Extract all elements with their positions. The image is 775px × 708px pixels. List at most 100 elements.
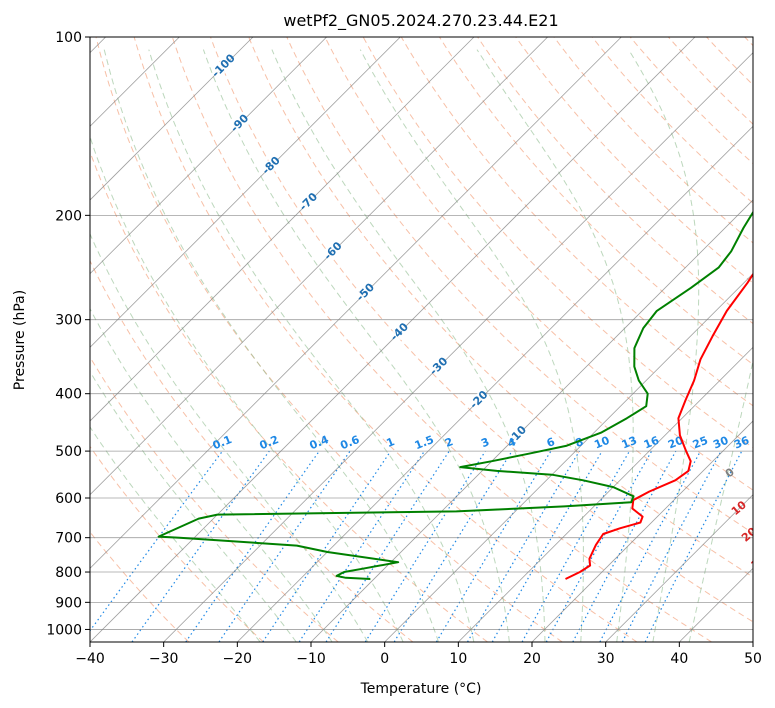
isotherm-line bbox=[90, 37, 327, 275]
y-tick-label: 500 bbox=[55, 444, 82, 460]
x-tick-label: −20 bbox=[223, 651, 253, 667]
isotherm-label-bg bbox=[298, 191, 320, 213]
dry-adiabat bbox=[400, 37, 753, 407]
plot-frame bbox=[89, 36, 754, 643]
moist-adiabat bbox=[628, 49, 700, 642]
moist-adiabat bbox=[90, 370, 297, 642]
dry-adiabat bbox=[591, 37, 753, 204]
moist-adiabat bbox=[202, 49, 510, 642]
isotherm-label-bg bbox=[389, 321, 411, 343]
isotherm-label-bg bbox=[507, 424, 529, 446]
x-tick-label: −40 bbox=[75, 651, 105, 667]
isotherm-line bbox=[531, 420, 753, 642]
temperature-profile bbox=[565, 272, 753, 580]
dry-adiabat bbox=[286, 37, 753, 534]
y-axis-ticks: 100 200 300 400 500 600 700 800 900 1000 bbox=[46, 30, 90, 638]
moist-adiabat bbox=[90, 135, 404, 642]
isotherm-label-bg bbox=[260, 155, 283, 177]
dry-adiabat bbox=[438, 37, 753, 366]
x-tick-label: 40 bbox=[670, 651, 688, 667]
mixing-ratio-label: 1 bbox=[385, 435, 397, 450]
isotherm-label-bg bbox=[229, 112, 251, 135]
mixing-ratio-line bbox=[393, 450, 513, 642]
y-tick-label: 300 bbox=[55, 313, 82, 329]
mixing-ratio-line bbox=[599, 450, 702, 642]
dry-adiabat bbox=[90, 259, 414, 642]
y-tick-label: 1000 bbox=[46, 622, 82, 638]
profile-lines bbox=[157, 210, 753, 580]
dry-adiabat bbox=[362, 37, 753, 449]
x-tick-label: 0 bbox=[380, 651, 389, 667]
isotherm-label-bg bbox=[213, 55, 235, 77]
isotherm-line bbox=[90, 37, 401, 348]
background-lines bbox=[90, 37, 753, 642]
dry-adiabat bbox=[629, 37, 753, 165]
isotherm-label-bg bbox=[355, 281, 377, 304]
isotherm-line bbox=[605, 494, 753, 642]
mixing-ratio-label: 30 bbox=[711, 434, 730, 452]
mixing-ratio-line bbox=[131, 450, 270, 642]
isotherm-line bbox=[90, 37, 254, 201]
mixing-ratio-line bbox=[435, 450, 552, 642]
mixing-ratio-line bbox=[185, 450, 320, 642]
moist-adiabat bbox=[271, 49, 546, 642]
x-axis-ticks: −40 −30 −20 −10 0 10 20 30 40 50 bbox=[75, 642, 762, 667]
isotherm-line bbox=[237, 125, 753, 642]
x-tick-label: −30 bbox=[149, 651, 179, 667]
mixing-ratio-label: 25 bbox=[691, 434, 710, 452]
moist-adiabat bbox=[359, 49, 584, 642]
mixing-ratio-line bbox=[491, 450, 603, 642]
y-tick-label: 800 bbox=[55, 565, 82, 581]
dry-adiabat bbox=[553, 37, 753, 244]
y-tick-label: 200 bbox=[55, 208, 82, 224]
isotherm-line bbox=[458, 346, 753, 642]
isotherm-label-bg bbox=[322, 240, 344, 262]
mixing-ratio-line bbox=[466, 450, 580, 642]
x-axis-label: Temperature (°C) bbox=[360, 681, 482, 697]
mixing-ratio-label: 8 bbox=[573, 435, 585, 450]
mixing-ratio-label: 36 bbox=[732, 434, 751, 452]
isotherm-line bbox=[310, 199, 753, 642]
mixing-ratio-label: 16 bbox=[642, 434, 661, 452]
mixing-ratio-label: 13 bbox=[620, 434, 639, 452]
isotherm-line bbox=[384, 273, 753, 642]
isotherm-line bbox=[90, 37, 475, 422]
chart-title: wetPf2_GN05.2024.270.23.44.E21 bbox=[283, 11, 558, 31]
isotherm-label-bg bbox=[468, 389, 490, 411]
dry-adiabat bbox=[95, 37, 563, 642]
moist-adiabat bbox=[90, 232, 369, 642]
y-axis-label: Pressure (hPa) bbox=[12, 290, 28, 390]
isotherm-line bbox=[90, 37, 548, 496]
x-tick-label: 20 bbox=[523, 651, 541, 667]
moist-adiabat bbox=[688, 358, 753, 642]
dewpoint-profile bbox=[157, 210, 753, 580]
x-tick-label: 30 bbox=[597, 651, 615, 667]
mixing-ratio-line bbox=[521, 450, 631, 642]
moist-adiabat bbox=[90, 307, 333, 642]
dry-adiabat-label: 30 bbox=[749, 552, 769, 572]
isotherm-line bbox=[163, 52, 753, 642]
mixing-ratio-label: 10 bbox=[592, 434, 611, 452]
isotherm-line bbox=[90, 37, 696, 642]
y-tick-label: 900 bbox=[55, 595, 82, 611]
mixing-ratio-line bbox=[298, 450, 425, 642]
plot-area bbox=[90, 37, 753, 642]
y-tick-label: 100 bbox=[55, 30, 82, 46]
isotherm-label-bg bbox=[428, 355, 450, 378]
x-tick-label: 10 bbox=[449, 651, 467, 667]
isotherm-line bbox=[90, 37, 622, 569]
y-tick-label: 400 bbox=[55, 387, 82, 403]
dry-adiabat bbox=[90, 150, 488, 642]
moist-adiabat bbox=[103, 49, 439, 642]
mixing-ratio-label: 2 bbox=[443, 435, 455, 450]
dry-adiabat bbox=[171, 37, 712, 642]
mixing-ratio-line bbox=[262, 450, 392, 642]
mixing-ratio-label: 3 bbox=[479, 435, 491, 450]
moist-adiabat bbox=[476, 49, 634, 642]
y-tick-label: 600 bbox=[55, 491, 82, 507]
mixing-ratio-line bbox=[644, 450, 743, 642]
x-tick-label: 50 bbox=[744, 651, 762, 667]
y-tick-label: 700 bbox=[55, 531, 82, 547]
dry-adiabat bbox=[248, 37, 753, 578]
